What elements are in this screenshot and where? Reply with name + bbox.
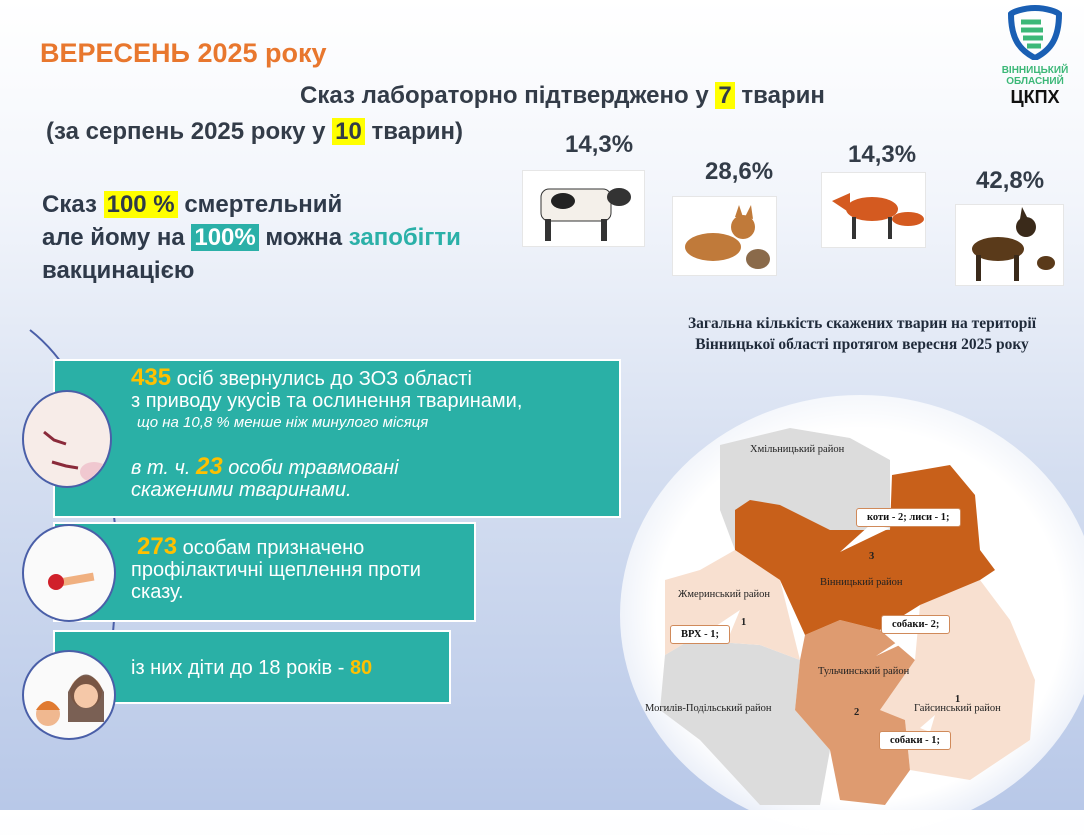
cat-image	[672, 196, 777, 276]
district-khmilnyk	[720, 428, 890, 550]
cow-icon	[540, 188, 631, 241]
vaccination-text: вакцинацією	[42, 257, 195, 284]
vaccinated-count: 273	[137, 533, 178, 560]
injured-text: особи травмовані	[222, 457, 399, 479]
fox-icon	[832, 193, 924, 239]
dog-percent: 42,8%	[976, 167, 1045, 194]
logo-line2: ОБЛАСНИЙ	[1006, 76, 1064, 87]
page-title: ВЕРЕСЕНЬ 2025 року	[40, 38, 327, 68]
confirmed-heading: Сказ лабораторно підтверджено у 7 тварин	[300, 82, 825, 110]
vaccinated-text-3: сказу.	[131, 581, 184, 603]
shield-heart-icon	[1007, 4, 1063, 62]
syringe-icon	[48, 572, 95, 590]
bites-text: осіб звернулись до ЗОЗ області	[171, 368, 472, 390]
callout-tulchyn: собаки- 2;	[881, 615, 951, 634]
bites-text-2: з приводу укусів та ослинення тваринами,	[131, 390, 523, 412]
district-mohyliv	[660, 640, 830, 805]
label-zhmerynka: Жмеринський район	[678, 589, 770, 600]
vaccinated-text: особам призначено	[177, 537, 365, 559]
fatal-text: Сказ	[42, 191, 104, 218]
logo-line3: ЦКПХ	[1010, 87, 1060, 107]
bites-count: 435	[131, 364, 172, 391]
callout-zhmerynka: ВРХ - 1;	[670, 625, 730, 644]
prevent-word: запобігти	[348, 224, 461, 251]
callout-haisyn: собаки - 1;	[879, 731, 952, 750]
label-tulchyn: Тульчинський район	[818, 666, 910, 677]
fox-percent: 14,3%	[848, 141, 917, 168]
doctor-child-image	[22, 650, 116, 740]
fatality-statement: Сказ 100 % смертельний але йому на 100% …	[42, 188, 461, 287]
confirmed-text: Сказ лабораторно підтверджено у	[300, 82, 716, 109]
bites-change: що на 10,8 % менше ніж минулого місяця	[137, 414, 429, 431]
fatal-text: смертельний	[177, 191, 343, 218]
district-tulchyn	[795, 620, 915, 805]
prev-text-end: тварин)	[364, 118, 463, 145]
children-text: із них діти до 18 років -	[131, 657, 350, 679]
prevent-percent: 100%	[191, 224, 259, 251]
count-vinnytsia: 3	[869, 551, 874, 562]
count-tulchyn: 2	[854, 707, 859, 718]
vaccination-stat-box: 273 особам призначено профілактичні щепл…	[53, 522, 476, 622]
previous-month-note: (за серпень 2025 року у 10 тварин)	[46, 118, 463, 146]
vaccinated-text-2: профілактичні щеплення проти	[131, 559, 421, 581]
confirmed-count: 7	[715, 82, 735, 109]
callout-vinnytsia: коти - 2; лиси - 1;	[856, 508, 961, 527]
dog-image	[955, 204, 1064, 286]
injured-text-2: скаженими тваринами.	[131, 479, 352, 501]
label-khmilnyk: Хмільницький район	[750, 444, 845, 455]
cow-image	[522, 170, 645, 247]
logo-line1: ВІННИЦЬКИЙ	[1001, 65, 1069, 76]
district-vinnytsia	[735, 465, 995, 635]
fatal-percent: 100 %	[103, 191, 178, 218]
bites-stat-box: 435 осіб звернулись до ЗОЗ області з при…	[53, 359, 621, 518]
fox-image	[821, 172, 926, 248]
count-zhmerynka: 1	[741, 617, 746, 628]
injured-text: в т. ч.	[131, 457, 197, 479]
cow-percent: 14,3%	[565, 131, 634, 158]
map-caption: Загальна кількість скажених тварин на те…	[687, 315, 1037, 353]
bite-wound-image	[22, 390, 112, 488]
cat-percent: 28,6%	[705, 158, 774, 185]
injured-count: 23	[196, 453, 223, 480]
syringe-image	[22, 524, 116, 622]
cat-icon	[685, 205, 770, 269]
count-haisyn: 1	[955, 694, 960, 705]
label-haisyn: Гайсинський район	[914, 703, 1001, 714]
label-mohyliv: Могилів-Подільський район	[645, 703, 772, 714]
prevent-text: але йому на	[42, 224, 192, 251]
region-map: Хмільницький район Вінницький район Жмер…	[645, 428, 1035, 805]
doctor-icon	[36, 674, 104, 726]
dog-icon	[972, 207, 1055, 281]
confirmed-text-end: тварин	[734, 82, 825, 109]
children-count: 80	[349, 657, 373, 679]
prev-text: (за серпень 2025 року у	[46, 118, 333, 145]
prev-count: 10	[332, 118, 365, 145]
label-vinnytsia: Вінницький район	[820, 577, 903, 588]
wound-icon	[43, 430, 108, 482]
children-stat-box: із них діти до 18 років - 80	[53, 630, 451, 704]
prevent-text: можна	[258, 224, 349, 251]
logo: ВІННИЦЬКИЙ ОБЛАСНИЙ ЦКПХ	[990, 4, 1080, 107]
